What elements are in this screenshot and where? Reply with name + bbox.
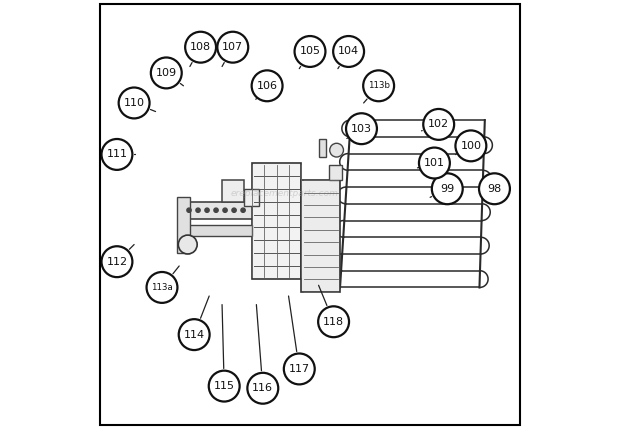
Circle shape (294, 36, 326, 67)
Circle shape (185, 32, 216, 63)
Bar (301, 180, 340, 292)
Text: 107: 107 (222, 42, 243, 52)
Circle shape (232, 208, 236, 212)
Bar (329, 165, 342, 180)
Text: 99: 99 (440, 184, 454, 194)
Text: 100: 100 (461, 141, 481, 151)
Circle shape (196, 208, 200, 212)
Circle shape (241, 208, 246, 212)
Text: 116: 116 (252, 383, 273, 393)
Circle shape (423, 109, 454, 140)
Bar (222, 180, 244, 202)
Text: 102: 102 (428, 119, 450, 130)
Text: 112: 112 (107, 257, 128, 267)
Circle shape (214, 208, 218, 212)
Circle shape (479, 173, 510, 204)
Bar (319, 139, 326, 157)
Circle shape (318, 306, 349, 337)
Bar (181, 202, 252, 219)
Text: 115: 115 (214, 381, 235, 391)
Text: 118: 118 (323, 317, 344, 327)
Bar (181, 225, 252, 236)
Circle shape (218, 32, 248, 63)
Circle shape (432, 173, 463, 204)
Text: 113b: 113b (368, 82, 389, 90)
Text: 114: 114 (184, 329, 205, 340)
Text: 101: 101 (424, 158, 445, 168)
Text: 106: 106 (257, 81, 278, 91)
Circle shape (209, 371, 240, 402)
Text: 117: 117 (289, 364, 310, 374)
Circle shape (118, 88, 149, 118)
Circle shape (284, 353, 315, 384)
Circle shape (252, 70, 283, 101)
Text: 98: 98 (487, 184, 502, 194)
Text: 113a: 113a (151, 283, 173, 292)
Circle shape (346, 113, 377, 144)
Circle shape (187, 208, 191, 212)
Circle shape (179, 235, 197, 254)
Text: 109: 109 (156, 68, 177, 78)
Text: 104: 104 (338, 46, 359, 57)
Circle shape (363, 70, 394, 101)
Circle shape (333, 36, 364, 67)
Circle shape (330, 143, 343, 157)
Text: 108: 108 (190, 42, 211, 52)
Circle shape (456, 130, 486, 161)
Text: 105: 105 (299, 46, 321, 57)
Circle shape (102, 246, 133, 277)
Circle shape (223, 208, 227, 212)
Bar (177, 197, 190, 253)
Text: 103: 103 (351, 124, 372, 134)
Circle shape (205, 208, 209, 212)
Text: 110: 110 (123, 98, 144, 108)
Bar (252, 163, 301, 279)
Circle shape (151, 57, 182, 88)
Circle shape (179, 319, 210, 350)
Circle shape (247, 373, 278, 404)
Circle shape (102, 139, 133, 170)
Text: 111: 111 (107, 149, 128, 160)
Circle shape (419, 148, 450, 178)
Text: ereplacementparts.com: ereplacementparts.com (230, 189, 338, 197)
Bar (244, 189, 259, 206)
Circle shape (146, 272, 177, 303)
